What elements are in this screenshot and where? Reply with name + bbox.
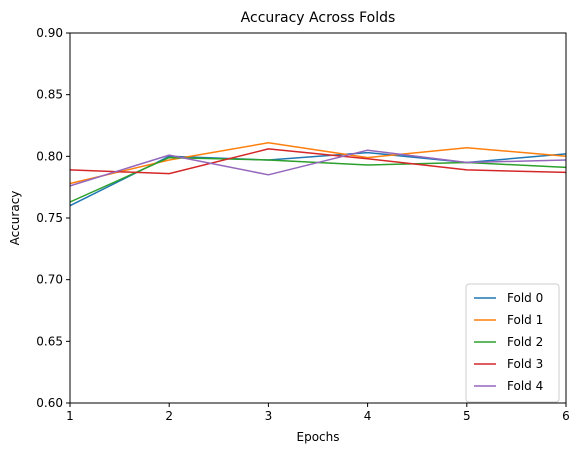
y-tick-label: 0.60 bbox=[36, 396, 63, 410]
series-line-fold-1 bbox=[69, 142, 567, 185]
chart-title: Accuracy Across Folds bbox=[241, 10, 396, 26]
x-tick-label: 6 bbox=[562, 409, 570, 423]
legend: Fold 0 Fold 1 Fold 2 Fold 3 Fold 4 bbox=[465, 283, 560, 403]
legend-box bbox=[465, 283, 560, 403]
y-axis-label: Accuracy bbox=[8, 191, 22, 246]
legend-label: Fold 3 bbox=[507, 357, 543, 371]
x-tick-label: 5 bbox=[463, 409, 471, 423]
y-tick-label: 0.65 bbox=[36, 334, 63, 348]
legend-label: Fold 2 bbox=[507, 335, 543, 349]
y-axis: 0.60 0.65 0.70 0.75 0.80 0.85 0.90 bbox=[36, 26, 70, 410]
x-tick-label: 1 bbox=[66, 409, 74, 423]
x-tick-label: 2 bbox=[165, 409, 173, 423]
x-tick-label: 3 bbox=[265, 409, 273, 423]
y-tick-label: 0.75 bbox=[36, 211, 63, 225]
y-tick-label: 0.80 bbox=[36, 149, 63, 163]
x-axis-label: Epochs bbox=[297, 430, 340, 444]
legend-label: Fold 0 bbox=[507, 291, 543, 305]
y-tick-label: 0.90 bbox=[36, 26, 63, 40]
y-tick-label: 0.70 bbox=[36, 273, 63, 287]
y-tick-label: 0.85 bbox=[36, 88, 63, 102]
legend-label: Fold 1 bbox=[507, 313, 543, 327]
x-axis: 1 2 3 4 5 6 bbox=[66, 403, 570, 423]
x-tick-label: 4 bbox=[364, 409, 372, 423]
legend-label: Fold 4 bbox=[507, 379, 543, 393]
series-line-fold-4 bbox=[69, 149, 567, 187]
series-lines bbox=[69, 142, 567, 207]
series-line-fold-3 bbox=[69, 148, 567, 175]
